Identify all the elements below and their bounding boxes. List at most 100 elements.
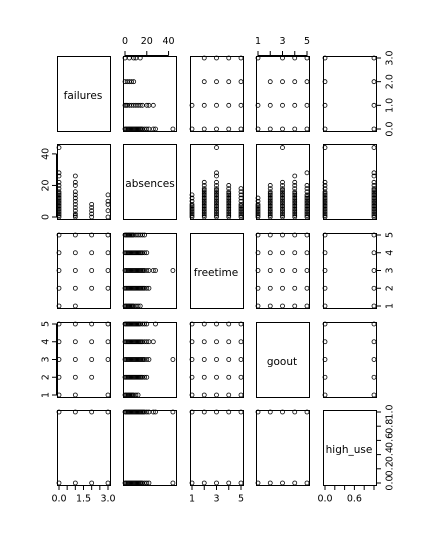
point-freetime-high-use <box>371 303 377 309</box>
point-absences-goout <box>267 186 273 192</box>
point-absences-high-use <box>371 183 377 188</box>
point-goout-failures <box>72 321 78 327</box>
point-absences-goout <box>280 189 285 195</box>
point-absences-goout <box>267 183 273 188</box>
point-absences-freetime <box>214 205 219 210</box>
point-failures-freetime <box>226 55 232 61</box>
point-freetime-failures <box>72 285 78 291</box>
point-absences-goout <box>292 194 298 199</box>
point-absences-freetime <box>201 200 207 206</box>
point-absences-freetime <box>214 194 219 199</box>
point-freetime-absences <box>142 232 148 238</box>
point-absences-failures <box>72 192 78 198</box>
point-absences-high-use <box>322 208 328 214</box>
point-goout-absences <box>144 374 150 380</box>
panel-high-use-absences <box>123 410 177 486</box>
point-goout-high-use <box>322 357 328 362</box>
point-absences-freetime <box>214 192 219 198</box>
point-failures-freetime <box>226 126 232 132</box>
tick-label-top-goout: 1 <box>255 36 261 47</box>
point-absences-failures <box>105 208 111 214</box>
point-absences-high-use <box>322 197 328 203</box>
tick-label-bottom-freetime: 3 <box>213 494 219 505</box>
point-absences-high-use <box>371 186 377 192</box>
panel-high-use-failures <box>57 410 111 486</box>
point-absences-high-use <box>371 206 377 212</box>
point-freetime-goout <box>280 285 285 291</box>
point-absences-freetime <box>189 211 195 217</box>
panel-failures-absences <box>123 56 177 132</box>
point-goout-freetime <box>226 392 232 398</box>
point-high-use-absences <box>170 409 176 415</box>
point-failures-goout <box>267 79 273 85</box>
tick-label-left-goout_left: 3 <box>41 356 52 362</box>
point-high-use-absences <box>146 480 152 486</box>
point-failures-freetime <box>238 126 244 132</box>
point-absences-high-use <box>322 198 328 204</box>
var-label-goout: goout <box>267 356 297 368</box>
point-goout-freetime <box>201 321 207 327</box>
point-goout-high-use <box>322 392 328 398</box>
point-absences-goout <box>280 179 285 185</box>
point-absences-goout <box>267 203 273 209</box>
point-absences-freetime <box>226 205 232 210</box>
point-freetime-failures <box>56 303 62 309</box>
point-failures-freetime <box>238 55 244 61</box>
point-absences-freetime <box>238 201 244 207</box>
point-absences-high-use <box>371 209 377 215</box>
panel-high-use-freetime <box>190 410 244 486</box>
point-absences-freetime <box>238 206 244 212</box>
point-high-use-freetime <box>201 409 207 415</box>
point-absences-freetime <box>238 189 244 195</box>
point-freetime-absences <box>142 250 148 256</box>
point-absences-freetime <box>201 201 207 207</box>
tick-label-right-freetime_right: 4 <box>385 250 396 256</box>
point-absences-freetime <box>201 214 207 220</box>
point-absences-goout <box>304 200 310 206</box>
tick-label-right-high_use: 0.8 <box>385 419 396 434</box>
point-absences-goout <box>267 198 273 204</box>
point-absences-failures <box>89 205 95 210</box>
point-goout-freetime <box>238 357 244 362</box>
point-absences-freetime <box>189 208 195 214</box>
point-absences-freetime <box>214 189 219 195</box>
point-goout-failures <box>89 321 95 327</box>
point-absences-goout <box>304 208 310 214</box>
point-absences-goout <box>292 201 298 207</box>
point-freetime-goout <box>292 268 298 273</box>
point-absences-goout <box>292 213 298 218</box>
point-absences-goout <box>292 208 298 214</box>
point-absences-high-use <box>322 183 328 188</box>
point-freetime-absences <box>140 232 145 238</box>
point-failures-freetime <box>226 79 232 85</box>
point-absences-freetime <box>226 200 232 206</box>
point-absences-freetime <box>201 189 207 195</box>
point-absences-high-use <box>322 145 328 150</box>
point-absences-freetime <box>226 206 232 212</box>
point-absences-goout <box>304 213 310 218</box>
tick-label-right-failures: 1.0 <box>385 98 396 113</box>
point-failures-goout <box>255 126 261 132</box>
point-freetime-absences <box>135 303 141 309</box>
point-absences-freetime <box>214 197 219 203</box>
point-goout-absences <box>144 321 150 327</box>
point-absences-freetime <box>226 209 232 215</box>
point-goout-freetime <box>189 339 195 345</box>
tick-label-right-high_use: 0.6 <box>385 433 396 448</box>
point-absences-goout <box>255 209 261 215</box>
point-absences-freetime <box>201 205 207 210</box>
point-absences-goout <box>292 195 298 201</box>
tick-label-right-high_use: 0.0 <box>385 475 396 490</box>
point-absences-freetime <box>214 173 219 179</box>
point-freetime-absences <box>153 268 158 273</box>
panel-freetime-absences <box>123 233 177 309</box>
point-absences-goout <box>255 214 261 220</box>
tick-label-left-goout_left: 2 <box>41 374 52 380</box>
point-absences-goout <box>255 201 261 207</box>
point-absences-freetime <box>238 198 244 204</box>
point-high-use-goout <box>304 409 310 415</box>
point-absences-goout <box>267 208 273 214</box>
point-absences-goout <box>280 198 285 204</box>
point-absences-goout <box>280 205 285 210</box>
point-failures-freetime <box>214 79 219 85</box>
